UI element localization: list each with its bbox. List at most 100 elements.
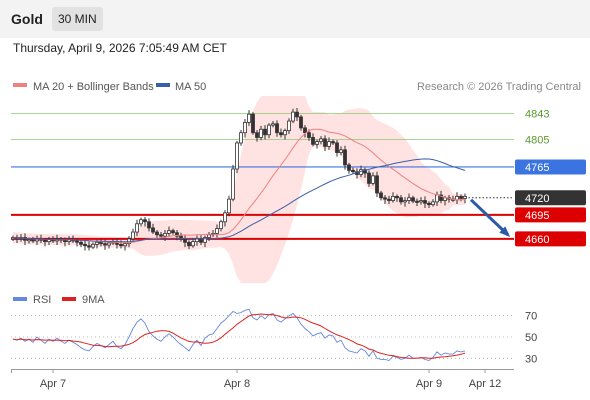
axis-label-Apr-7: Apr 7 [40,378,66,390]
candle-body [43,239,47,243]
legend-ma50: MA 50 [175,81,206,93]
candle-body [159,234,163,237]
legend-rsi-ma: 9MA [82,294,105,306]
level-tag-4660 [515,231,586,247]
candle-body [319,138,323,142]
candle-body [27,239,31,242]
forecast-arrow-head [499,226,511,237]
candle-body [271,123,275,126]
candle-body [251,113,255,134]
bollinger-bands [13,96,465,283]
rsi-tick-70: 70 [525,311,537,323]
rsi-swatch [13,297,27,301]
ma20-swatch [13,83,27,87]
candle-body [399,197,403,203]
level-tag-4695 [515,207,586,223]
legend-rsi: RSI [33,294,51,306]
candle-body [223,212,227,223]
copyright: Research © 2026 Trading Central [417,81,581,93]
candle-body [187,241,191,247]
candle-body [235,142,239,170]
candle-body [295,111,299,118]
candle-body [347,164,351,171]
top-bar: Gold 30 MIN [0,0,590,38]
time-axis: Apr 7 Apr 8 Apr 9 Apr 12 [11,369,514,390]
candle-body [83,243,87,247]
candle-body [143,219,147,223]
candle-body [371,175,375,184]
candle-body [339,149,343,153]
candle-body [267,124,271,136]
candle-body [407,197,411,201]
candle-body [423,200,427,204]
rsi-tick-50: 50 [525,332,537,344]
candle-body [391,196,395,201]
candle-body [275,123,279,134]
candle-body [219,221,223,230]
candle-body [291,111,295,122]
level-label-4695: 4695 [525,210,549,222]
axis-label-Apr-12: Apr 12 [469,378,501,390]
level-tag-4765 [515,159,586,175]
legend-ma20: MA 20 + Bollinger Bands [33,81,154,93]
candle-body [263,128,267,136]
candle-body [103,243,107,246]
candle-body [387,198,391,201]
level-tag-4720 [515,190,586,206]
candle-body [343,149,347,166]
candle-body [411,197,415,202]
candle-body [87,245,91,248]
candle-body [171,230,175,234]
instrument-title: Gold [11,11,43,27]
candle-body [315,141,319,145]
candle-body [199,238,203,243]
candle-body [395,196,399,199]
candle-body [215,228,219,234]
candle-body [403,200,407,203]
forecast-arrow [469,198,511,237]
level-label-4843: 4843 [525,109,549,121]
candle-body [415,200,419,203]
candle-body [195,238,199,243]
candle-body [63,239,67,243]
candle-body [259,128,263,138]
candle-body [207,234,211,238]
candle-body [147,221,151,229]
candle-body [243,122,247,134]
candle-body [91,243,95,248]
rsi-ma-swatch [62,297,76,301]
candle-body [351,169,355,173]
bollinger-band-area [13,96,465,283]
candle-body [167,230,171,234]
candle-body [439,194,443,201]
level-label-4805: 4805 [525,135,549,147]
candle-body [307,132,311,138]
candle-body [191,241,195,247]
candle-body [155,231,159,236]
candle-body [255,132,259,138]
level-label-4720: 4720 [525,193,549,205]
candle-body [239,132,243,144]
candle-body [75,240,79,243]
candle-body [79,241,83,245]
candle-body [383,197,387,200]
candle-body [379,192,383,199]
candle-body [435,194,439,203]
timeframe-button[interactable]: 30 MIN [52,7,103,31]
rsi-tick-30: 30 [525,353,537,365]
rsi-panel: 70 50 30 [11,308,537,365]
axis-label-Apr-8: Apr 8 [224,378,250,390]
candle-body [247,113,251,123]
candle-body [335,142,339,153]
candle-body [323,138,327,147]
candle-body [175,232,179,237]
candle-body [375,175,379,194]
candle-body [459,196,463,199]
candle-body [367,172,371,184]
price-levels: 4843 4805 4765 4720 4695 4660 [11,109,586,247]
candle-body [419,200,423,203]
candle-body [311,137,315,145]
candle-body [139,219,143,225]
candle-body [303,127,307,134]
